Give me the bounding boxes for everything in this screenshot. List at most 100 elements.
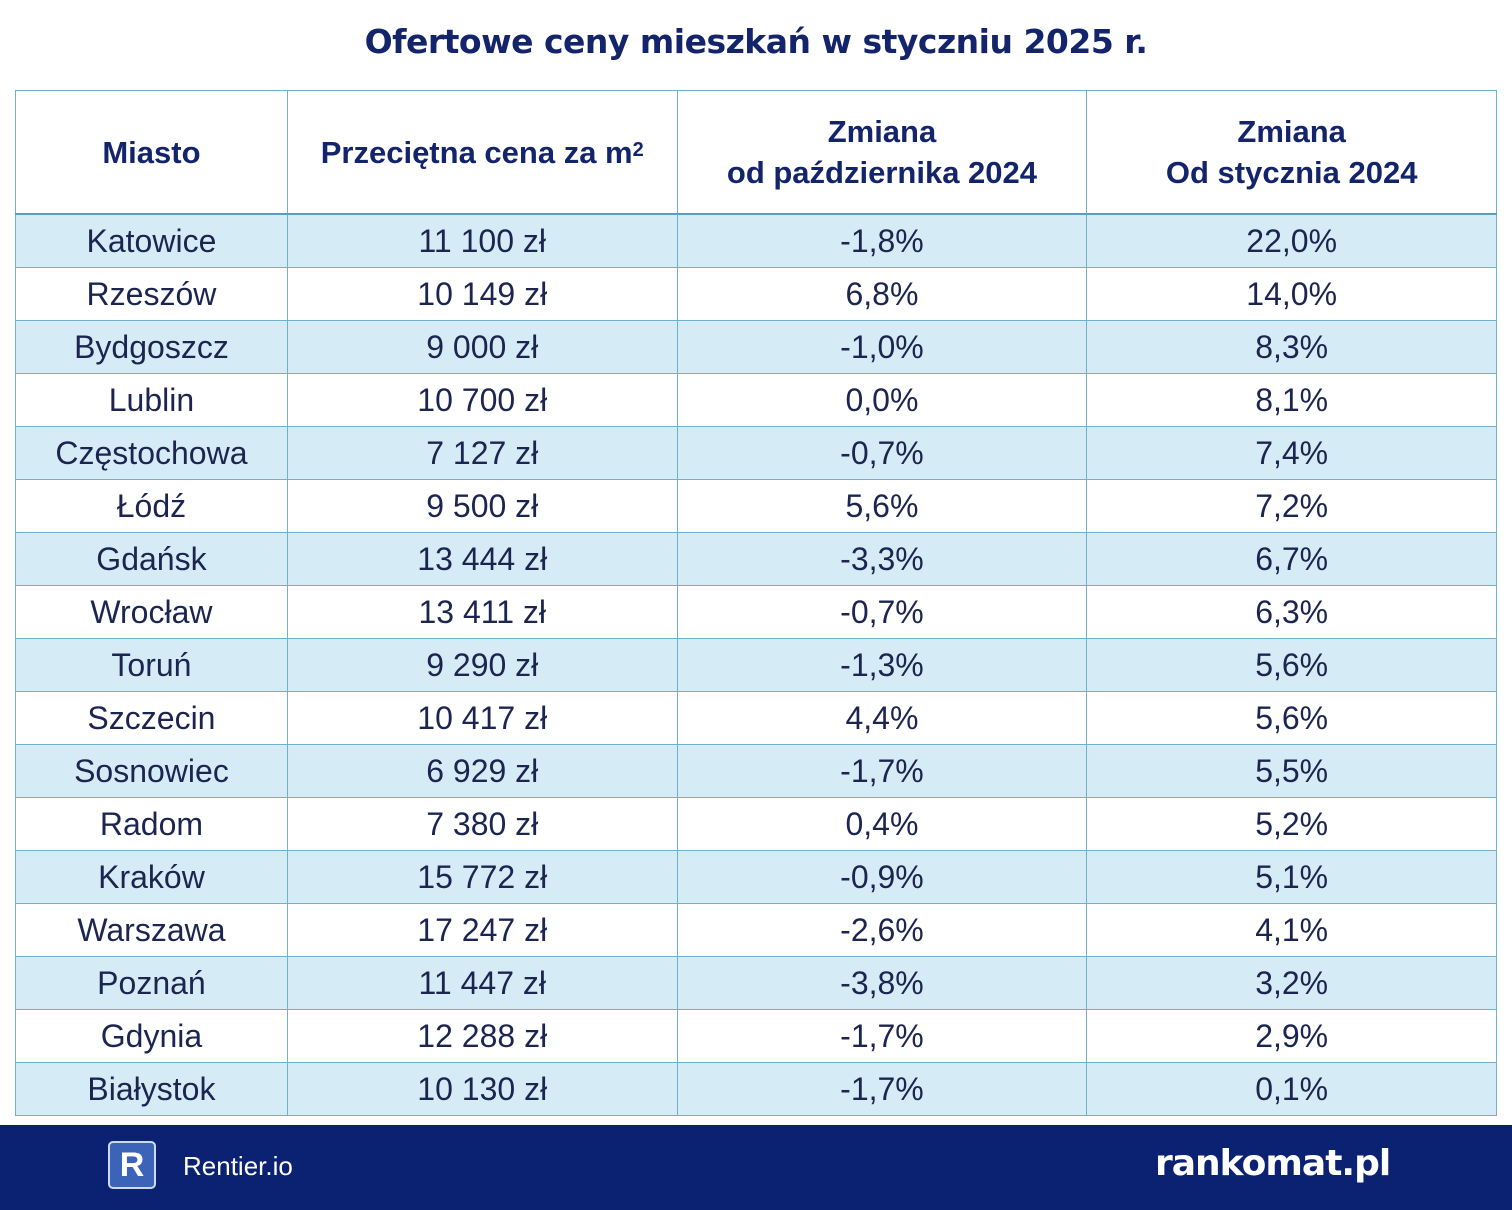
cell-price: 9 290 zł [286, 638, 678, 692]
table-row: Szczecin 10 417 zł 4,4% 5,6% [15, 691, 1497, 745]
cell-change-jan: 7,2% [1086, 479, 1497, 533]
cell-change-oct: 4,4% [676, 691, 1088, 745]
cell-change-oct: 0,4% [676, 797, 1088, 851]
cell-change-oct: 0,0% [676, 373, 1088, 427]
table-row: Radom 7 380 zł 0,4% 5,2% [15, 797, 1497, 851]
cell-city: Poznań [15, 956, 288, 1010]
header-change-jan-line2: Od stycznia 2024 [1165, 155, 1418, 190]
cell-change-oct: -1,0% [676, 320, 1088, 374]
cell-city: Bydgoszcz [15, 320, 288, 374]
header-change-oct: Zmiana od października 2024 [676, 90, 1088, 215]
cell-change-jan: 5,2% [1086, 797, 1497, 851]
cell-price: 10 130 zł [286, 1062, 678, 1116]
cell-change-jan: 2,9% [1086, 1009, 1497, 1063]
cell-change-oct: -0,7% [676, 426, 1088, 480]
table-row: Toruń 9 290 zł -1,3% 5,6% [15, 638, 1497, 692]
cell-change-jan: 6,3% [1086, 585, 1497, 639]
cell-price: 12 288 zł [286, 1009, 678, 1063]
cell-change-jan: 14,0% [1086, 267, 1497, 321]
cell-change-oct: -0,9% [676, 850, 1088, 904]
header-change-oct-line1: Zmiana [827, 114, 937, 149]
header-price-label: Przeciętna cena za m [320, 134, 633, 170]
rentier-logo: R [108, 1141, 156, 1189]
table-row: Gdynia 12 288 zł -1,7% 2,9% [15, 1009, 1497, 1063]
table-row: Łódź 9 500 zł 5,6% 7,2% [15, 479, 1497, 533]
cell-city: Sosnowiec [15, 744, 288, 798]
price-table: Miasto Przeciętna cena za m2 Zmiana od pa… [15, 90, 1497, 1116]
cell-change-oct: 5,6% [676, 479, 1088, 533]
cell-change-jan: 8,1% [1086, 373, 1497, 427]
cell-change-jan: 0,1% [1086, 1062, 1497, 1116]
cell-change-oct: -3,3% [676, 532, 1088, 586]
cell-city: Wrocław [15, 585, 288, 639]
header-change-oct-line2: od października 2024 [726, 155, 1038, 190]
cell-change-oct: -1,3% [676, 638, 1088, 692]
cell-change-oct: -2,6% [676, 903, 1088, 957]
cell-city: Częstochowa [15, 426, 288, 480]
cell-price: 11 100 zł [286, 213, 678, 268]
table-row: Białystok 10 130 zł -1,7% 0,1% [15, 1062, 1497, 1116]
cell-change-oct: 6,8% [676, 267, 1088, 321]
cell-change-jan: 5,1% [1086, 850, 1497, 904]
rankomat-logo: rankomat.pl [1155, 1143, 1391, 1184]
cell-city: Lublin [15, 373, 288, 427]
cell-price: 10 700 zł [286, 373, 678, 427]
cell-change-oct: -1,7% [676, 744, 1088, 798]
cell-price: 9 500 zł [286, 479, 678, 533]
cell-price: 11 447 zł [286, 956, 678, 1010]
page-title: Ofertowe ceny mieszkań w styczniu 2025 r… [364, 22, 1148, 61]
cell-city: Łódź [15, 479, 288, 533]
cell-price: 13 411 zł [286, 585, 678, 639]
cell-city: Gdynia [15, 1009, 288, 1063]
cell-change-oct: -3,8% [676, 956, 1088, 1010]
footer-bar: R Rentier.io rankomat.pl [0, 1125, 1512, 1210]
cell-change-jan: 3,2% [1086, 956, 1497, 1010]
cell-price: 15 772 zł [286, 850, 678, 904]
cell-price: 9 000 zł [286, 320, 678, 374]
cell-change-jan: 5,6% [1086, 638, 1497, 692]
header-row: Miasto Przeciętna cena za m2 Zmiana od pa… [15, 90, 1497, 215]
header-change-jan: Zmiana Od stycznia 2024 [1086, 90, 1497, 215]
table-row: Kraków 15 772 zł -0,9% 5,1% [15, 850, 1497, 904]
rentier-name: Rentier.io [183, 1151, 293, 1181]
header-change-jan-line1: Zmiana [1237, 114, 1346, 149]
cell-city: Gdańsk [15, 532, 288, 586]
header-price-sup: 2 [632, 138, 644, 161]
table-row: Wrocław 13 411 zł -0,7% 6,3% [15, 585, 1497, 639]
cell-change-oct: -1,8% [676, 213, 1088, 268]
table-row: Poznań 11 447 zł -3,8% 3,2% [15, 956, 1497, 1010]
cell-city: Katowice [15, 213, 288, 268]
table-row: Warszawa 17 247 zł -2,6% 4,1% [15, 903, 1497, 957]
table-row: Katowice 11 100 zł -1,8% 22,0% [15, 213, 1497, 268]
cell-change-jan: 5,5% [1086, 744, 1497, 798]
cell-city: Warszawa [15, 903, 288, 957]
cell-change-oct: -1,7% [676, 1062, 1088, 1116]
cell-city: Białystok [15, 1062, 288, 1116]
cell-price: 13 444 zł [286, 532, 678, 586]
cell-city: Szczecin [15, 691, 288, 745]
cell-change-jan: 22,0% [1086, 213, 1497, 268]
cell-change-oct: -0,7% [676, 585, 1088, 639]
cell-price: 7 127 zł [286, 426, 678, 480]
cell-price: 7 380 zł [286, 797, 678, 851]
cell-price: 10 417 zł [286, 691, 678, 745]
cell-city: Radom [15, 797, 288, 851]
header-city: Miasto [15, 90, 288, 215]
cell-city: Kraków [15, 850, 288, 904]
cell-change-jan: 7,4% [1086, 426, 1497, 480]
table-row: Bydgoszcz 9 000 zł -1,0% 8,3% [15, 320, 1497, 374]
table-row: Gdańsk 13 444 zł -3,3% 6,7% [15, 532, 1497, 586]
cell-change-jan: 5,6% [1086, 691, 1497, 745]
cell-price: 6 929 zł [286, 744, 678, 798]
cell-change-jan: 8,3% [1086, 320, 1497, 374]
table-row: Rzeszów 10 149 zł 6,8% 14,0% [15, 267, 1497, 321]
table-row: Sosnowiec 6 929 zł -1,7% 5,5% [15, 744, 1497, 798]
cell-change-oct: -1,7% [676, 1009, 1088, 1063]
header-price: Przeciętna cena za m2 [286, 90, 678, 215]
cell-city: Toruń [15, 638, 288, 692]
cell-change-jan: 4,1% [1086, 903, 1497, 957]
table-row: Częstochowa 7 127 zł -0,7% 7,4% [15, 426, 1497, 480]
cell-city: Rzeszów [15, 267, 288, 321]
table-row: Lublin 10 700 zł 0,0% 8,1% [15, 373, 1497, 427]
cell-price: 10 149 zł [286, 267, 678, 321]
